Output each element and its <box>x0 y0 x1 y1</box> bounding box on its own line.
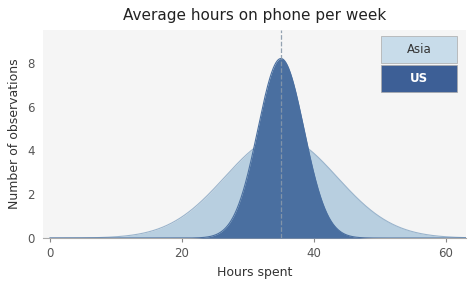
Title: Average hours on phone per week: Average hours on phone per week <box>123 8 386 23</box>
X-axis label: Hours spent: Hours spent <box>217 266 292 279</box>
FancyBboxPatch shape <box>381 65 457 92</box>
Y-axis label: Number of observations: Number of observations <box>9 59 21 210</box>
Text: US: US <box>410 72 428 86</box>
Text: Asia: Asia <box>407 43 432 56</box>
FancyBboxPatch shape <box>381 36 457 63</box>
